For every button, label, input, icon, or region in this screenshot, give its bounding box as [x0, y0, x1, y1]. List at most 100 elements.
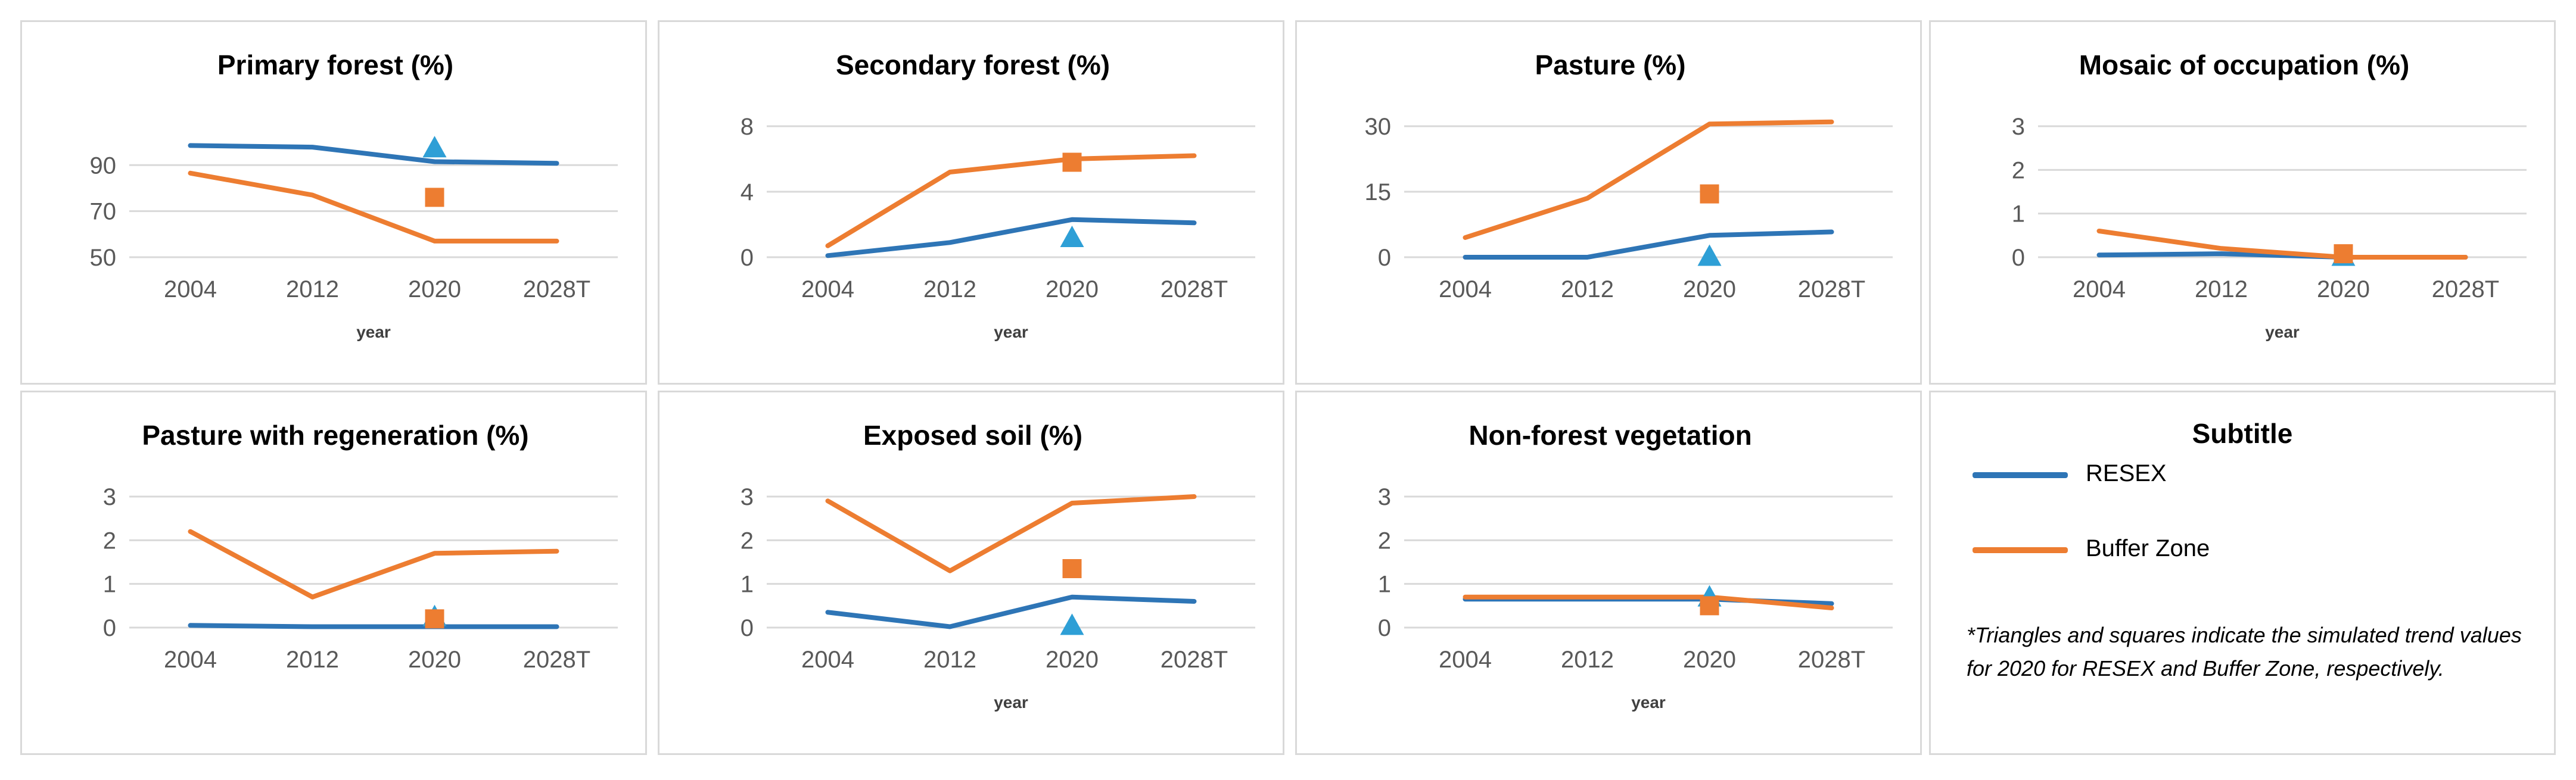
x-tick-label: 2004 [801, 647, 854, 673]
chart-svg-exposed-soil: Exposed soil (%) 0 1 2 3 2004 2012 2020 2028T yea… [741, 420, 1255, 712]
series-line-resex [1463, 229, 1834, 260]
series-line-resex [825, 217, 1197, 258]
chart-mosaic: Mosaic of occupation (%) 0 1 2 3 2004 2012 2020… [1929, 20, 2556, 385]
chart-svg-primary-forest: Primary forest (%) 50 70 90 2004 2012 2020 2028… [90, 49, 618, 341]
chart-pasture-regeneration: Pasture with regeneration (%) 0 1 2 3 2004 201… [20, 391, 647, 755]
legend-line-resex [1973, 472, 2068, 478]
series-line-buffer-zone [188, 170, 559, 244]
x-tick-label: 2012 [2195, 276, 2248, 302]
y-tick-label: 2 [1378, 528, 1391, 554]
series-line-resex [188, 623, 559, 629]
x-tick-label: 2028T [2432, 276, 2499, 302]
y-tick-label: 0 [103, 615, 116, 641]
trend-marker-square [1700, 596, 1719, 616]
y-tick-label: 0 [2012, 245, 2025, 271]
y-tick-label: 3 [103, 484, 116, 510]
x-tick-label: 2012 [1561, 276, 1614, 302]
x-tick-label: 2020 [2317, 276, 2370, 302]
x-tick-label: 2028T [523, 647, 590, 673]
y-tick-label: 0 [741, 245, 754, 271]
x-tick-label: 2020 [1046, 647, 1099, 673]
x-tick-label: 2004 [164, 276, 217, 302]
y-tick-label: 3 [2012, 114, 2025, 140]
x-tick-label: 2004 [164, 647, 217, 673]
chart-title: Pasture with regeneration (%) [142, 420, 528, 451]
x-tick-label: 2028T [523, 276, 590, 302]
x-axis-label: year [2265, 323, 2300, 341]
y-tick-label: 0 [1378, 245, 1391, 271]
x-axis-label: year [994, 693, 1028, 712]
x-axis-label: year [1631, 693, 1666, 712]
y-tick-label: 1 [103, 572, 116, 598]
series-line-buffer-zone [1463, 594, 1834, 610]
y-tick-label: 50 [90, 245, 117, 271]
chart-primary-forest: Primary forest (%) 50 70 90 2004 2012 2020 2028… [20, 20, 647, 385]
chart-svg-secondary-forest: Secondary forest (%) 0 4 8 2004 2012 2020 2028T… [741, 49, 1255, 341]
y-tick-label: 15 [1365, 179, 1392, 205]
y-tick-label: 4 [741, 179, 754, 205]
chart-title: Non-forest vegetation [1469, 420, 1751, 451]
x-tick-label: 2028T [1161, 276, 1228, 302]
trend-marker-triangle [1060, 613, 1084, 635]
series-line-resex [825, 594, 1197, 629]
y-tick-label: 70 [90, 199, 117, 225]
chart-title: Pasture (%) [1535, 49, 1685, 80]
series-line-buffer-zone [825, 494, 1197, 573]
y-tick-label: 3 [741, 484, 754, 510]
y-tick-label: 30 [1365, 114, 1392, 140]
chart-svg-pasture: Pasture (%) 0 15 30 2004 2012 2020 2028T [1365, 49, 1893, 302]
chart-svg-pasture-regeneration: Pasture with regeneration (%) 0 1 2 3 2004 201… [103, 420, 618, 673]
x-tick-label: 2020 [408, 276, 461, 302]
y-tick-label: 2 [2012, 157, 2025, 183]
y-tick-label: 2 [103, 528, 116, 554]
series-line-buffer-zone [188, 529, 559, 600]
x-tick-label: 2012 [923, 647, 976, 673]
x-tick-label: 2028T [1798, 276, 1865, 302]
trend-marker-square [425, 188, 444, 207]
chart-svg-mosaic: Mosaic of occupation (%) 0 1 2 3 2004 2012 2020… [2012, 49, 2527, 341]
legend-footnote: *Triangles and squares indicate the simu… [1967, 623, 2522, 681]
x-tick-label: 2020 [1683, 276, 1736, 302]
chart-pasture: Pasture (%) 0 15 30 2004 2012 2020 2028T [1295, 20, 1922, 385]
trend-marker-square [425, 609, 444, 629]
trend-marker-square [2334, 244, 2353, 264]
x-tick-label: 2004 [2073, 276, 2126, 302]
x-tick-label: 2012 [1561, 647, 1614, 673]
legend-title: Subtitle [2192, 418, 2293, 449]
trend-marker-triangle [422, 136, 447, 158]
x-tick-label: 2028T [1161, 647, 1228, 673]
x-tick-label: 2012 [286, 647, 339, 673]
chart-secondary-forest: Secondary forest (%) 0 4 8 2004 2012 2020 2028T… [658, 20, 1284, 385]
chart-title: Secondary forest (%) [836, 49, 1110, 80]
trend-marker-square [1700, 184, 1719, 204]
chart-title: Primary forest (%) [217, 49, 453, 80]
legend-label-resex: RESEX [2086, 460, 2167, 486]
series-line-buffer-zone [1463, 119, 1834, 240]
series-line-buffer-zone [2096, 229, 2468, 260]
series-line-buffer-zone [825, 153, 1197, 248]
x-axis-label: year [356, 323, 391, 341]
legend-panel: Subtitle RESEX Buffer Zone *Triangles an… [1929, 391, 2556, 755]
series-line-resex [188, 143, 559, 166]
x-axis-label: year [994, 323, 1028, 341]
x-tick-label: 2020 [408, 647, 461, 673]
chart-non-forest: Non-forest vegetation 0 1 2 3 2004 2012 2020 202… [1295, 391, 1922, 755]
y-tick-label: 0 [1378, 615, 1391, 641]
x-tick-label: 2004 [801, 276, 854, 302]
x-tick-label: 2012 [923, 276, 976, 302]
x-tick-label: 2004 [1439, 276, 1492, 302]
y-tick-label: 3 [1378, 484, 1391, 510]
y-tick-label: 0 [741, 615, 754, 641]
x-tick-label: 2028T [1798, 647, 1865, 673]
y-tick-label: 1 [2012, 201, 2025, 227]
chart-title: Exposed soil (%) [863, 420, 1082, 451]
trend-marker-square [1062, 559, 1082, 578]
chart-svg-non-forest: Non-forest vegetation 0 1 2 3 2004 2012 2020 202… [1378, 420, 1893, 712]
x-tick-label: 2020 [1046, 276, 1099, 302]
y-tick-label: 2 [741, 528, 754, 554]
chart-title: Mosaic of occupation (%) [2079, 49, 2410, 80]
legend-label-buffer: Buffer Zone [2086, 535, 2210, 561]
x-tick-label: 2020 [1683, 647, 1736, 673]
x-tick-label: 2012 [286, 276, 339, 302]
trend-marker-triangle [1697, 244, 1722, 266]
